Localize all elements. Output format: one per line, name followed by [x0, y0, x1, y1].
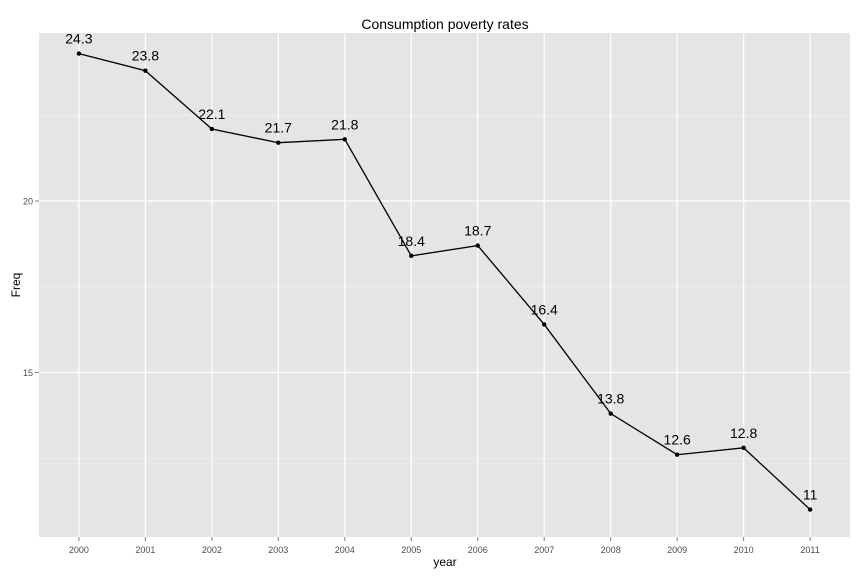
series-line: [78, 52, 811, 511]
data-label: 18.7: [464, 223, 491, 239]
x-axis-ticks: 2000 2001 2002 2003 2004 2005 2006 2007 2008 2009…: [69, 537, 820, 555]
data-point: [342, 137, 347, 142]
x-axis-title: year: [433, 555, 456, 569]
data-label: 21.8: [331, 116, 358, 132]
data-label: 22.1: [198, 106, 225, 122]
y-axis-title: Freq: [9, 273, 23, 298]
data-label: 11: [803, 487, 818, 503]
y-tick-label: 20: [23, 197, 33, 207]
data-point: [608, 411, 613, 416]
x-tick-label: 2002: [202, 545, 222, 555]
data-label: 24.3: [65, 31, 92, 47]
x-tick-label: 2010: [734, 545, 754, 555]
data-point: [674, 452, 680, 457]
x-tick-label: 2001: [135, 545, 155, 555]
data-point: [542, 322, 547, 327]
x-tick-label: 2008: [601, 545, 621, 555]
x-tick-label: 2009: [667, 545, 687, 555]
data-label: 12.8: [730, 425, 757, 441]
x-tick-label: 2006: [468, 545, 488, 555]
plot-panel: [39, 33, 850, 537]
major-gridlines: [39, 33, 850, 537]
data-label: 12.6: [664, 432, 691, 448]
data-point: [276, 140, 281, 145]
x-tick-label: 2007: [534, 545, 554, 555]
data-point: [409, 253, 414, 259]
data-point: [807, 507, 813, 512]
data-label: 16.4: [531, 301, 558, 317]
minor-gridlines: [39, 114, 850, 459]
x-tick-label: 2011: [800, 545, 819, 555]
data-point: [741, 445, 746, 451]
chart-title: Consumption poverty rates: [361, 16, 528, 32]
data-point: [143, 68, 148, 73]
x-tick-label: 2003: [268, 545, 288, 555]
x-tick-label: 2004: [335, 545, 355, 555]
data-label: 18.4: [398, 233, 425, 249]
x-tick-label: 2005: [401, 545, 421, 555]
data-point: [475, 243, 480, 248]
data-labels: 24.3 23.8 22.1 21.7 21.8 18.4 18.7 16.4 13.8 12.6…: [65, 31, 817, 503]
data-label: 21.7: [265, 120, 292, 136]
y-tick-label: 15: [23, 368, 33, 378]
data-label: 23.8: [132, 48, 159, 64]
data-points: [76, 51, 813, 512]
data-label: 13.8: [597, 391, 624, 407]
data-point: [76, 51, 82, 56]
data-point: [209, 126, 215, 132]
x-tick-label: 2000: [69, 545, 89, 555]
